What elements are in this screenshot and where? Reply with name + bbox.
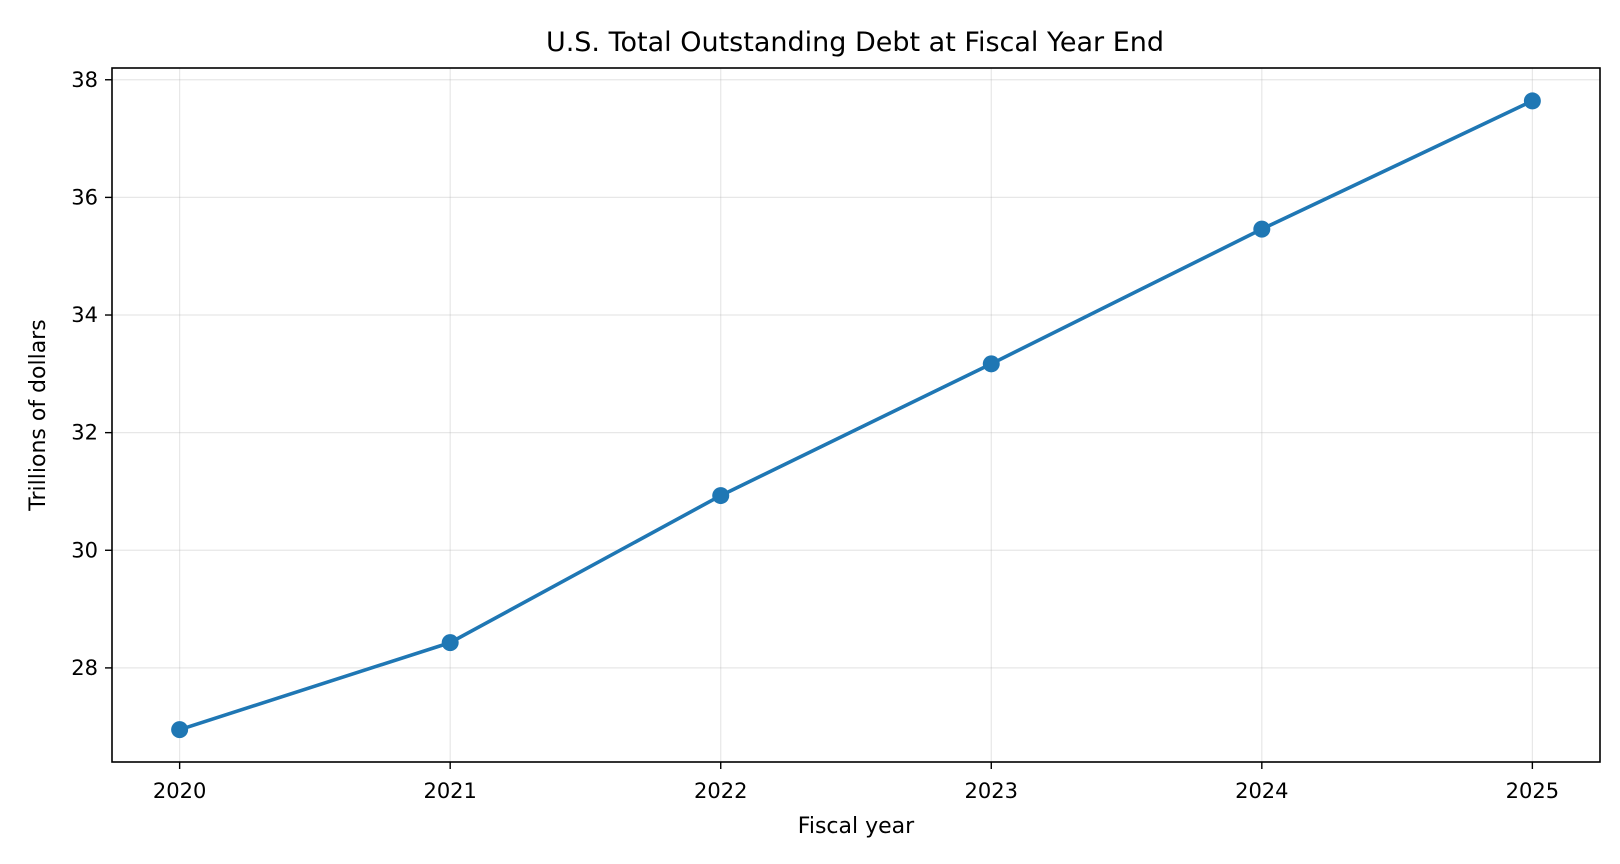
- y-tick-label: 38: [71, 68, 98, 92]
- series-line: [177, 99, 1535, 732]
- x-tick-label: 2024: [1235, 779, 1288, 803]
- data-point: [171, 721, 189, 739]
- y-axis-label: Trillions of dollars: [26, 319, 51, 511]
- series-layer: [171, 92, 1541, 739]
- data-point: [712, 487, 730, 505]
- data-point: [1523, 92, 1541, 110]
- grid-layer: [112, 68, 1600, 762]
- data-point: [1253, 220, 1271, 238]
- plot-frame: [111, 67, 1601, 763]
- y-tick-label: 28: [71, 656, 98, 680]
- y-tick-label: 34: [71, 303, 98, 327]
- x-tick-label: 2020: [153, 779, 206, 803]
- data-point: [982, 355, 1000, 373]
- x-axis-label: Fiscal year: [798, 814, 915, 839]
- y-tick-label: 32: [71, 421, 98, 445]
- chart-title: U.S. Total Outstanding Debt at Fiscal Ye…: [546, 27, 1164, 58]
- y-tick-label: 36: [71, 185, 98, 209]
- y-tick-label: 30: [71, 538, 98, 562]
- x-tick-label: 2025: [1506, 779, 1559, 803]
- data-point: [441, 634, 459, 652]
- x-tick-label: 2023: [965, 779, 1018, 803]
- ticks-layer: 2020 2021 2022 2023 2024 2025 28 30 32 34 36 38: [71, 68, 1559, 803]
- x-tick-label: 2021: [423, 779, 476, 803]
- x-tick-label: 2022: [694, 779, 747, 803]
